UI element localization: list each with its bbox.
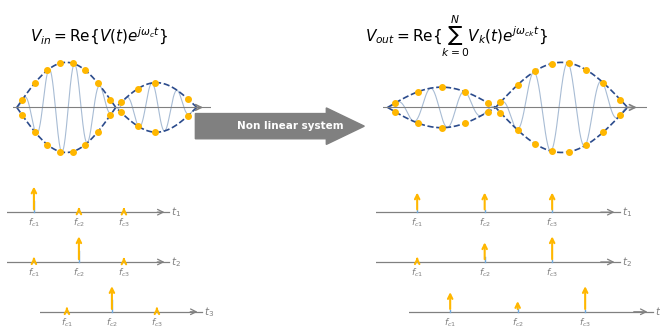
Text: $f_{c2}$: $f_{c2}$ [73,266,85,279]
Text: $t_3$: $t_3$ [203,305,214,319]
Text: $f_{c1}$: $f_{c1}$ [411,216,423,229]
Text: $f_{c1}$: $f_{c1}$ [444,316,456,329]
Text: $f_{c2}$: $f_{c2}$ [73,216,85,229]
Text: $f_{c2}$: $f_{c2}$ [106,316,118,329]
Text: $f_{c1}$: $f_{c1}$ [28,266,40,279]
Text: $f_{c2}$: $f_{c2}$ [478,266,490,279]
Text: $f_{c3}$: $f_{c3}$ [118,266,130,279]
FancyArrow shape [195,108,364,144]
Text: $t_3$: $t_3$ [655,305,660,319]
Text: $f_{c3}$: $f_{c3}$ [546,216,558,229]
Text: Non linear system: Non linear system [237,121,344,131]
Text: $V_{in} = \mathrm{Re}\{V(t)e^{j\omega_c t}\}$: $V_{in} = \mathrm{Re}\{V(t)e^{j\omega_c … [30,26,168,47]
Text: $f_{c1}$: $f_{c1}$ [61,316,73,329]
Text: $t_1$: $t_1$ [170,205,181,219]
Text: $t_2$: $t_2$ [622,255,632,269]
Text: $f_{c3}$: $f_{c3}$ [579,316,591,329]
Text: $f_{c3}$: $f_{c3}$ [118,216,130,229]
Text: $f_{c2}$: $f_{c2}$ [512,316,523,329]
Text: $f_{c1}$: $f_{c1}$ [28,216,40,229]
Text: $t_2$: $t_2$ [170,255,180,269]
Text: $V_{out} = \mathrm{Re}\{\sum_{k=0}^{N} V_k(t)e^{j\omega_{ck} t}\}$: $V_{out} = \mathrm{Re}\{\sum_{k=0}^{N} V… [365,14,548,59]
Text: $f_{c2}$: $f_{c2}$ [478,216,490,229]
Text: $f_{c1}$: $f_{c1}$ [411,266,423,279]
Text: $t_1$: $t_1$ [622,205,632,219]
Text: $f_{c3}$: $f_{c3}$ [546,266,558,279]
Text: $f_{c3}$: $f_{c3}$ [151,316,163,329]
